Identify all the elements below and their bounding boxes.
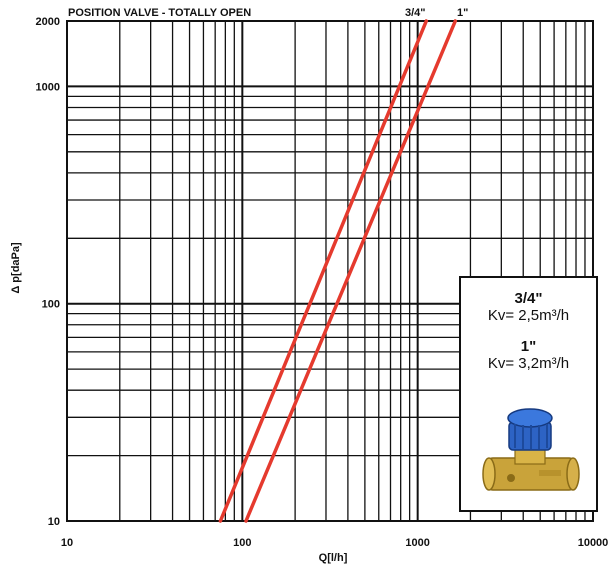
size-1-label: 1" — [520, 338, 537, 355]
tick-labels: 10 100 1000 10000 10 100 1000 2000 — [36, 16, 609, 549]
brass-valve-icon — [482, 408, 580, 491]
size-3-4-label: 3/4" — [514, 290, 543, 307]
x-tick-label: 1000 — [405, 537, 429, 549]
series-layer — [218, 19, 458, 523]
y-tick-label: 1000 — [36, 81, 60, 93]
x-axis-title: Q[l/h] — [319, 552, 348, 564]
valve-info-box: 3/4" Kv= 2,5m³/h 1" Kv= 3,2m³/h — [459, 276, 598, 512]
kv-3-4-value: Kv= 2,5m³/h — [487, 307, 570, 324]
series-label-3-4: 3/4" — [405, 7, 426, 19]
x-tick-label: 10 — [61, 537, 73, 549]
y-axis-title: Δ p[daPa] — [10, 242, 22, 294]
series-label-1: 1" — [457, 7, 468, 19]
kv-1-value: Kv= 3,2m³/h — [487, 355, 570, 372]
y-tick-label: 2000 — [36, 16, 60, 28]
series-line-1 — [244, 19, 458, 523]
y-tick-label: 10 — [48, 516, 60, 528]
y-tick-label: 100 — [42, 299, 60, 311]
plot-frame — [66, 20, 594, 522]
series-line-0 — [218, 19, 429, 523]
x-tick-label: 10000 — [578, 537, 609, 549]
chart-title: POSITION VALVE - TOTALLY OPEN — [68, 7, 251, 19]
x-tick-label: 100 — [233, 537, 251, 549]
